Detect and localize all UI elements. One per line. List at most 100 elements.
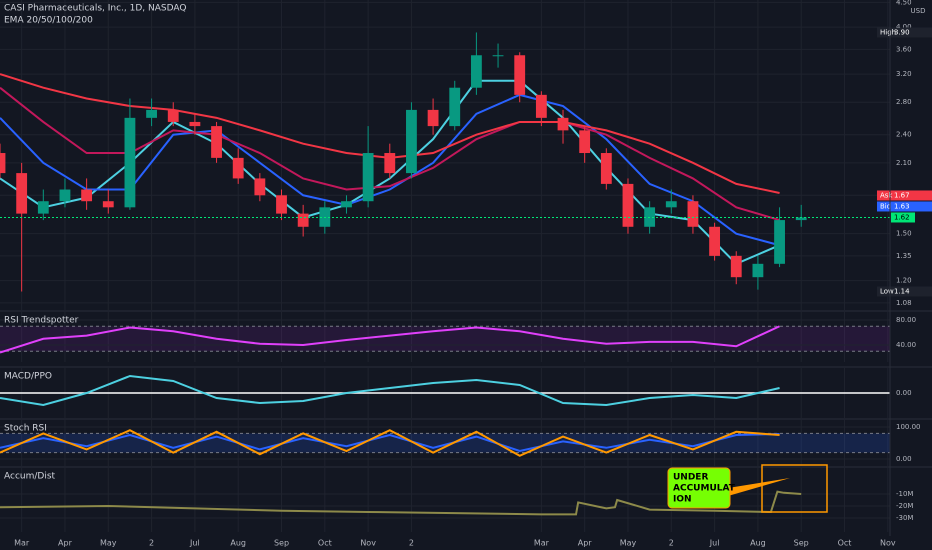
price-tag	[891, 212, 915, 223]
candle-body	[81, 189, 93, 202]
panel-title: Stoch RSI	[4, 424, 47, 434]
candle-body	[427, 109, 439, 127]
candle-body	[730, 255, 742, 278]
y-tick-label: -30M	[896, 514, 913, 522]
y-tick-label: -10M	[896, 490, 913, 498]
candle-body	[189, 121, 201, 127]
series-line	[0, 433, 780, 453]
x-tick-label: Nov	[360, 539, 376, 548]
y-tick-label: 1.20	[896, 277, 912, 285]
candle-body	[579, 130, 591, 154]
candle-body	[535, 94, 547, 118]
price-tag-name: Ask	[880, 191, 893, 199]
x-tick-label: Sep	[794, 539, 809, 548]
annotation-rect	[761, 464, 828, 513]
x-tick-label: Apr	[58, 539, 73, 548]
candle-body	[297, 213, 309, 227]
price-tag	[877, 190, 932, 201]
candle-body	[600, 153, 612, 184]
x-tick-label: Aug	[750, 539, 766, 548]
price-tag	[877, 201, 932, 212]
candle-body	[774, 220, 785, 264]
panel-title: Accum/Dist	[4, 472, 56, 482]
candle-body	[557, 117, 569, 131]
candle-body	[146, 109, 157, 118]
annotation-text: ION	[673, 495, 692, 505]
candle-body	[492, 55, 504, 57]
y-tick-label: 80.00	[896, 316, 916, 324]
y-tick-label: 1.08	[896, 299, 912, 307]
candle-body	[449, 87, 461, 127]
price-tag-name: High	[880, 28, 896, 36]
y-tick-label: 0.00	[896, 389, 912, 397]
price-tag-value: 1.14	[894, 287, 910, 295]
candle-body	[254, 178, 266, 196]
x-tick-label: Mar	[534, 539, 550, 548]
series-line	[0, 374, 780, 407]
y-tick-label: 100.00	[896, 423, 921, 431]
annotation-text: UNDER	[673, 473, 708, 483]
y-tick-label: 0.00	[896, 455, 912, 463]
candle-body	[276, 195, 287, 214]
x-tick-label: 2	[409, 539, 414, 548]
x-tick-label: Mar	[14, 539, 30, 548]
price-tag-value: 1.62	[894, 213, 910, 221]
y-tick-label: -20M	[896, 502, 913, 510]
candle-body	[795, 217, 807, 221]
x-tick-label: 2	[669, 539, 674, 548]
candle-body	[687, 201, 699, 227]
candle-body	[59, 189, 71, 202]
panel-title: MACD/PPO	[4, 372, 52, 382]
price-tag-value: 1.63	[894, 202, 910, 210]
candle-body	[362, 153, 374, 202]
x-tick-label: May	[620, 539, 637, 548]
y-tick-label: 3.60	[896, 45, 912, 53]
x-tick-label: Aug	[230, 539, 246, 548]
candle-body	[709, 226, 721, 256]
candle-body	[0, 153, 6, 174]
candle-body	[406, 109, 417, 174]
panel-title: RSI Trendspotter	[4, 316, 79, 326]
candle-body	[211, 126, 222, 158]
candle-body	[384, 153, 396, 174]
series-line	[0, 325, 780, 354]
series-line	[0, 429, 780, 457]
candle-body	[124, 117, 136, 208]
candle-body	[167, 109, 179, 122]
x-tick-label: Oct	[838, 539, 852, 548]
x-tick-label: Apr	[578, 539, 593, 548]
y-axis-label: USD	[911, 7, 926, 15]
x-tick-label: Nov	[880, 539, 896, 548]
candle-body	[622, 183, 634, 227]
x-tick-label: Sep	[274, 539, 289, 548]
y-tick-label: 1.50	[896, 230, 912, 238]
annotation-text: ACCUMULAT	[673, 484, 736, 494]
x-tick-label: Jul	[709, 539, 720, 548]
candle-body	[16, 173, 28, 214]
candle-body	[37, 201, 49, 214]
price-tag	[877, 27, 932, 38]
x-tick-label: Jul	[189, 539, 200, 548]
chart-subtitle: EMA 20/50/100/200	[4, 16, 93, 26]
price-tag-name: Low	[880, 287, 894, 295]
y-tick-label: 40.00	[896, 341, 916, 349]
y-tick-label: 2.40	[896, 131, 912, 139]
candle-body	[665, 201, 677, 208]
candle-body	[470, 55, 482, 88]
chart-title: CASI Pharmaceuticals, Inc., 1D, NASDAQ	[4, 4, 186, 14]
series-line	[0, 490, 802, 516]
y-tick-label: 2.80	[896, 98, 912, 106]
x-tick-label: 2	[149, 539, 154, 548]
x-tick-label: May	[100, 539, 117, 548]
candle-body	[341, 201, 352, 208]
y-tick-label: 3.20	[896, 70, 912, 78]
candle-body	[514, 55, 526, 95]
x-tick-label: Oct	[318, 539, 332, 548]
y-tick-label: 2.10	[896, 159, 912, 167]
y-tick-label: 4.50	[896, 0, 912, 6]
candle-body	[102, 201, 114, 208]
y-tick-label: 4.00	[896, 23, 912, 31]
